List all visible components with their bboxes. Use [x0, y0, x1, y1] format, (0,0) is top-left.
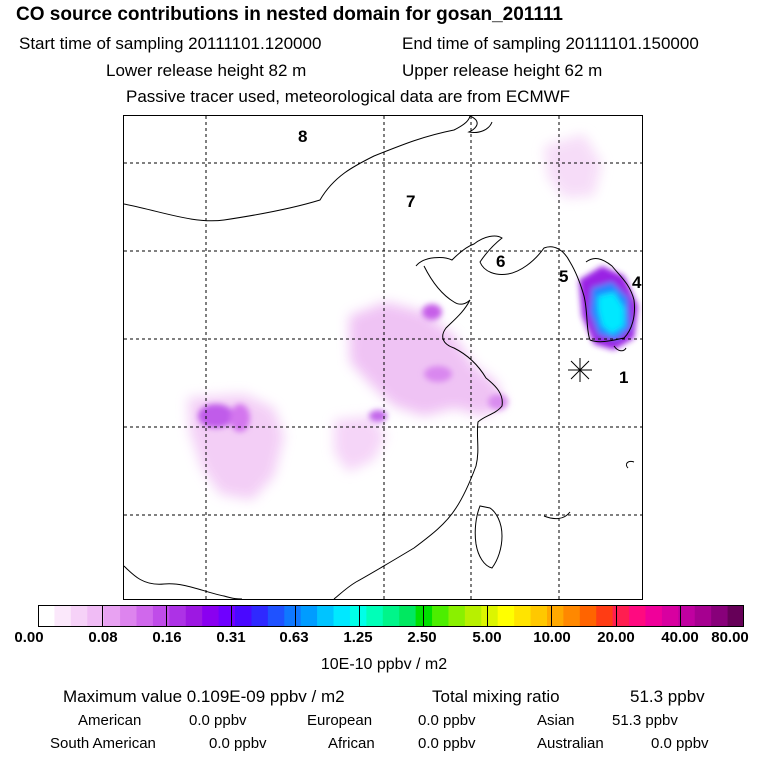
plume-layer — [188, 134, 638, 500]
plot-title: CO source contributions in nested domain… — [16, 4, 563, 25]
colorbar-swatch — [169, 605, 187, 627]
colorbar-tick-6: 2.50 — [407, 629, 437, 646]
european-value: 0.0 ppbv — [418, 712, 476, 729]
african-label: African — [328, 735, 375, 752]
colorbar-swatch — [218, 605, 236, 627]
plume-south — [334, 416, 386, 472]
end-time: End time of sampling 20111101.150000 — [402, 34, 699, 53]
colorbar-swatch — [432, 605, 450, 627]
colorbar-swatch — [349, 605, 367, 627]
region-label-8: 8 — [298, 127, 307, 146]
colorbar-tick-3: 0.31 — [216, 629, 246, 646]
colorbar-tick-0: 0.00 — [14, 629, 44, 646]
colorbar-swatch — [70, 605, 88, 627]
african-value: 0.0 ppbv — [418, 735, 476, 752]
colorbar-swatch — [727, 605, 744, 627]
colorbar-swatch — [87, 605, 105, 627]
south-american-value: 0.0 ppbv — [209, 735, 267, 752]
colorbar-swatch — [448, 605, 466, 627]
colorbar-tick-4: 0.63 — [279, 629, 309, 646]
tracer-note: Passive tracer used, meteorological data… — [126, 87, 571, 106]
colorbar-tick-8: 10.00 — [533, 629, 571, 646]
map-panel: 8 7 6 5 4 1 — [123, 115, 643, 600]
plume-central — [349, 302, 504, 416]
colorbar-swatch — [694, 605, 712, 627]
plume-northeast — [544, 134, 602, 198]
plume-core-west — [198, 404, 234, 428]
total-mixing-label: Total mixing ratio — [432, 687, 560, 706]
australian-value: 0.0 ppbv — [651, 735, 709, 752]
colorbar-swatch — [136, 605, 154, 627]
region-label-6: 6 — [496, 252, 505, 271]
colorbar-swatch — [38, 605, 56, 627]
european-label: European — [307, 712, 373, 729]
asian-label: Asian — [537, 712, 575, 729]
colorbar-swatch — [333, 605, 351, 627]
colorbar-swatch — [579, 605, 597, 627]
colorbar-swatch — [366, 605, 384, 627]
colorbar-tick-10: 40.00 — [661, 629, 699, 646]
colorbar-swatch — [661, 605, 679, 627]
american-value: 0.0 ppbv — [189, 712, 247, 729]
colorbar-swatch — [530, 605, 548, 627]
american-label: American — [78, 712, 142, 729]
receptor-marker — [568, 358, 592, 382]
colorbar-swatch — [481, 605, 499, 627]
colorbar-swatch — [300, 605, 318, 627]
colorbar-swatch — [497, 605, 515, 627]
australian-label: Australian — [537, 735, 604, 752]
upper-release-height: Upper release height 62 m — [402, 61, 603, 80]
lat-lon-grid — [124, 116, 642, 599]
colorbar-swatch — [54, 605, 72, 627]
colorbar-swatch — [202, 605, 220, 627]
colorbar-swatch — [235, 605, 253, 627]
asian-value: 51.3 ppbv — [612, 712, 678, 729]
map-svg: 8 7 6 5 4 1 — [124, 116, 642, 599]
colorbar-tick-2: 0.16 — [152, 629, 182, 646]
colorbar-swatch — [185, 605, 203, 627]
colorbar-swatch — [317, 605, 335, 627]
lower-release-height: Lower release height 82 m — [106, 61, 307, 80]
region-label-1: 1 — [619, 368, 628, 387]
region-label-4: 4 — [632, 273, 642, 292]
region-label-7: 7 — [406, 192, 415, 211]
colorbar-swatch — [546, 605, 564, 627]
colorbar-tick-11: 80.00 — [711, 629, 749, 646]
colorbar-swatch — [120, 605, 138, 627]
colorbar-unit: 10E-10 ppbv / m2 — [320, 656, 448, 673]
colorbar-swatch — [612, 605, 630, 627]
colorbar-swatch — [563, 605, 581, 627]
colorbar-tick-1: 0.08 — [88, 629, 118, 646]
colorbar — [38, 605, 744, 627]
colorbar-swatch — [399, 605, 417, 627]
colorbar-swatch — [629, 605, 647, 627]
colorbar-swatch — [645, 605, 663, 627]
total-mixing-value: 51.3 ppbv — [630, 687, 705, 706]
plume-core-central — [422, 304, 442, 320]
start-time: Start time of sampling 20111101.120000 — [19, 34, 322, 53]
colorbar-swatch — [514, 605, 532, 627]
region-labels: 8 7 6 5 4 1 — [298, 127, 642, 387]
colorbar-swatch — [152, 605, 170, 627]
south-american-label: South American — [50, 735, 156, 752]
colorbar-swatch — [415, 605, 433, 627]
max-value: Maximum value 0.109E-09 ppbv / m2 — [63, 687, 345, 706]
colorbar-swatch — [251, 605, 269, 627]
region-label-5: 5 — [559, 267, 568, 286]
colorbar-swatch — [267, 605, 285, 627]
colorbar-tick-9: 20.00 — [597, 629, 635, 646]
colorbar-swatch — [382, 605, 400, 627]
korea-hotspot — [579, 266, 638, 350]
colorbar-swatch — [596, 605, 614, 627]
coastlines — [124, 116, 635, 599]
colorbar-swatch — [284, 605, 302, 627]
colorbar-tick-5: 1.25 — [343, 629, 373, 646]
colorbar-swatch — [711, 605, 729, 627]
colorbar-swatch — [103, 605, 121, 627]
colorbar-swatch — [678, 605, 696, 627]
colorbar-tick-7: 5.00 — [472, 629, 502, 646]
colorbar-swatch — [464, 605, 482, 627]
